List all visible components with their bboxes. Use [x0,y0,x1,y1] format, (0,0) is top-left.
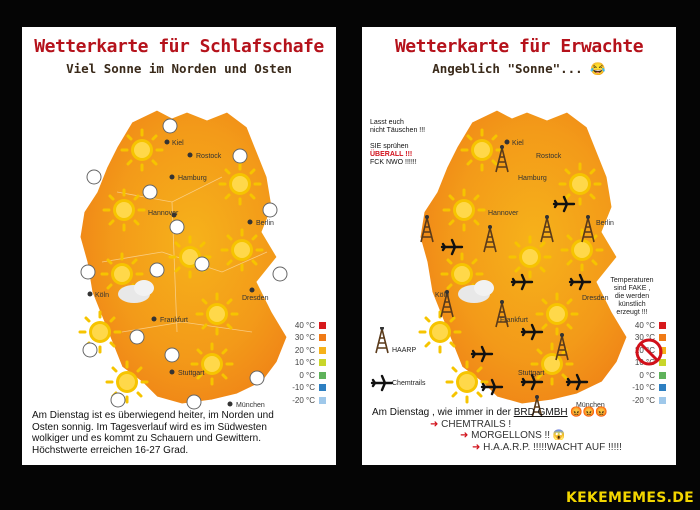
svg-text:München: München [236,402,265,409]
right-weather-map: Kiel Rostock Hamburg Hannover Berlin Köl… [418,109,628,417]
left-subtitle: Viel Sonne im Norden und Osten [66,61,292,76]
note-top: Lasst euch nicht Täuschen !!! [370,119,426,134]
legend-row: 0 °C [276,369,326,382]
right-panel: Wetterkarte für Erwachte Angeblich "Sonn… [362,27,676,465]
svg-text:Hannover: Hannover [488,210,519,217]
svg-text:Hamburg: Hamburg [518,175,547,182]
right-caption: Am Dienstag , wie immer in der BRD GMBH … [372,407,668,453]
svg-text:Hamburg: Hamburg [178,175,207,182]
haarp-label: HAARP [392,347,417,354]
legend-row: 30 °C [616,332,666,345]
legend-row: 20 °C [276,344,326,357]
note-mid: SIE sprühen ÜBERALL !!! FCK NWO !!!!!! [370,143,417,166]
arrow-line-chemtrails: ➜ CHEMTRAILS ! [430,418,512,430]
legend-row: -10 °C [276,382,326,395]
right-title: Wetterkarte für Erwachte [394,36,644,57]
svg-text:Kiel: Kiel [512,140,524,147]
left-title: Wetterkarte für Schlafschafe [34,36,324,57]
svg-text:Hannover: Hannover [148,210,179,217]
svg-text:Berlin: Berlin [596,220,614,227]
legend-row: 20 °C [616,344,666,357]
brd-gmbh-text: BRD GMBH [513,407,568,418]
svg-text:Berlin: Berlin [256,220,274,227]
arrow-line-haarp: ➜ H.A.A.R.P. !!!!!WACHT AUF !!!!! [472,441,622,453]
arrow-line-morgellons: ➜ MORGELLONS !! 😱 [460,430,566,441]
temperature-legend: 40 °C 30 °C 20 °C 10 °C 0 °C -10 °C -20 … [276,319,326,407]
cloud-icon [118,280,154,303]
legend-row: 0 °C [616,369,666,382]
svg-text:Rostock: Rostock [536,153,562,160]
brand-watermark: KEKEMEMES.DE [565,490,694,506]
left-caption: Am Dienstag ist es überwiegend heiter, i… [32,410,274,456]
legend-row: -20 °C [276,394,326,407]
svg-text:Dresden: Dresden [242,295,269,302]
no-sign-icon [635,338,663,366]
legend-row: 10 °C [276,357,326,370]
fake-temperature-note: Temperaturen sind FAKE , die werden küns… [610,277,654,316]
legend-row: 40 °C [616,319,666,332]
svg-text:Frankfurt: Frankfurt [160,317,188,324]
svg-text:Stuttgart: Stuttgart [518,370,545,377]
svg-text:Rostock: Rostock [196,153,222,160]
svg-text:Köln: Köln [95,292,109,299]
left-weather-map: Kiel Rostock Hamburg Hannover Berlin Köl… [78,109,288,410]
svg-text:Köln: Köln [435,292,449,299]
legend-row: -20 °C [616,394,666,407]
svg-text:Frankfurt: Frankfurt [500,317,528,324]
svg-text:München: München [576,402,605,409]
legend-row: 30 °C [276,332,326,345]
left-panel: Wetterkarte für Schlafschafe Viel Sonne … [22,27,336,465]
svg-text:Dresden: Dresden [582,295,609,302]
chemtrail-jet-icon [370,374,394,392]
haarp-tower-icon [375,327,389,354]
legend-row: 40 °C [276,319,326,332]
right-subtitle: Angeblich "Sonne"... 😂 [432,61,606,76]
chemtrails-label: Chemtrails [392,380,426,387]
legend-row: -10 °C [616,382,666,395]
svg-text:Stuttgart: Stuttgart [178,370,205,377]
svg-text:Kiel: Kiel [172,140,184,147]
